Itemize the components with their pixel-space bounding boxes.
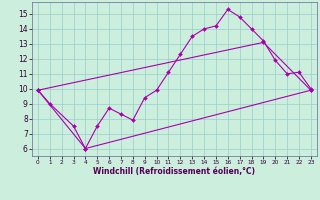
X-axis label: Windchill (Refroidissement éolien,°C): Windchill (Refroidissement éolien,°C)	[93, 167, 255, 176]
